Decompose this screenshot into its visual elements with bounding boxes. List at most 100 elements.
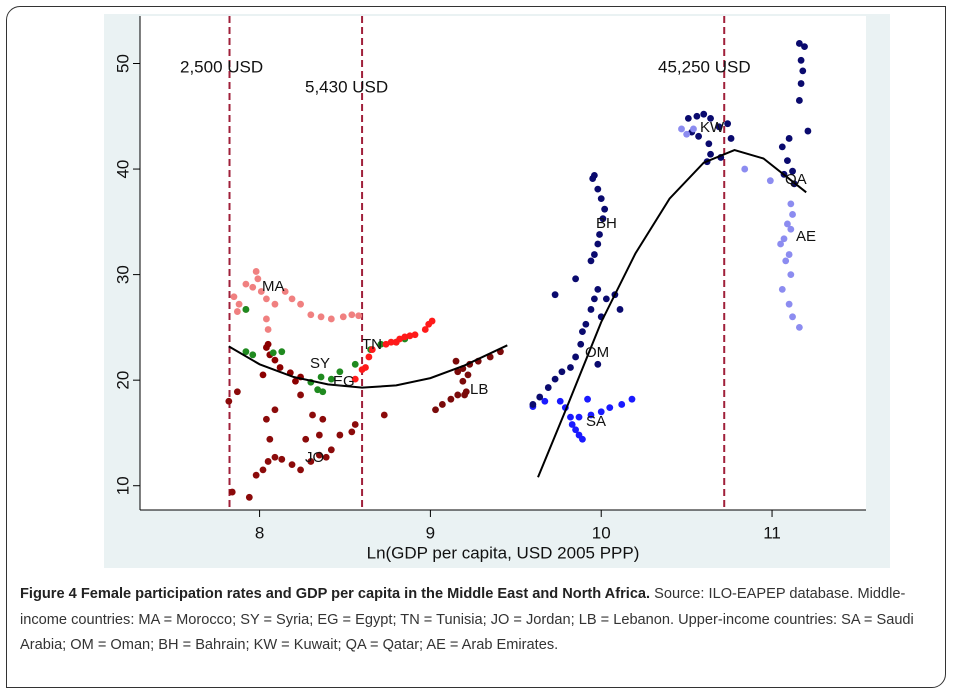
point bbox=[297, 466, 304, 474]
point bbox=[447, 395, 455, 403]
point bbox=[693, 112, 701, 120]
series-label: TN bbox=[362, 336, 382, 353]
point bbox=[606, 404, 614, 412]
point bbox=[690, 125, 697, 133]
point bbox=[616, 306, 624, 313]
x-tick-label: 10 bbox=[592, 523, 611, 542]
point bbox=[572, 426, 579, 434]
y-tick-label: 30 bbox=[113, 265, 132, 284]
point bbox=[597, 408, 605, 416]
point bbox=[406, 332, 414, 340]
point bbox=[582, 320, 590, 328]
point bbox=[599, 215, 607, 223]
point bbox=[278, 455, 286, 463]
point bbox=[804, 127, 812, 135]
series-label: AE bbox=[796, 228, 816, 245]
point bbox=[464, 371, 472, 379]
point bbox=[276, 364, 284, 371]
point bbox=[536, 393, 544, 401]
series-label: OM bbox=[585, 344, 609, 361]
point bbox=[587, 306, 595, 313]
point bbox=[319, 388, 327, 396]
point bbox=[411, 331, 419, 339]
point bbox=[777, 240, 784, 248]
point bbox=[278, 348, 286, 356]
point bbox=[249, 351, 257, 359]
point bbox=[271, 453, 279, 461]
point bbox=[551, 375, 559, 383]
y-tick-label: 40 bbox=[113, 160, 132, 179]
point bbox=[551, 291, 559, 299]
point bbox=[628, 395, 636, 403]
point bbox=[787, 271, 795, 279]
frame bbox=[6, 6, 946, 688]
point bbox=[242, 348, 250, 356]
point bbox=[380, 411, 388, 419]
point bbox=[309, 411, 316, 419]
point bbox=[263, 295, 270, 303]
y-tick-label: 50 bbox=[113, 54, 132, 73]
point bbox=[319, 415, 327, 423]
point bbox=[590, 251, 598, 258]
point bbox=[242, 306, 250, 313]
point bbox=[387, 338, 395, 346]
point bbox=[707, 150, 714, 158]
point bbox=[684, 114, 692, 122]
point bbox=[795, 40, 803, 47]
point bbox=[254, 275, 262, 283]
point bbox=[271, 406, 279, 414]
point bbox=[292, 377, 299, 385]
point bbox=[780, 235, 788, 243]
point bbox=[590, 295, 598, 303]
reference-label: 5,430 USD bbox=[305, 77, 388, 96]
point bbox=[778, 143, 786, 151]
point bbox=[351, 421, 359, 428]
point bbox=[271, 300, 279, 308]
point bbox=[297, 300, 304, 308]
point bbox=[797, 80, 805, 87]
point bbox=[421, 326, 429, 333]
point bbox=[597, 195, 605, 203]
point bbox=[288, 295, 296, 303]
point bbox=[339, 313, 347, 321]
point bbox=[315, 431, 323, 439]
point bbox=[249, 283, 257, 291]
point bbox=[461, 391, 468, 399]
point bbox=[438, 401, 446, 408]
point bbox=[789, 211, 796, 218]
point bbox=[789, 313, 796, 321]
point bbox=[336, 431, 344, 439]
point bbox=[252, 471, 260, 479]
point bbox=[567, 364, 574, 371]
point bbox=[797, 56, 805, 64]
point bbox=[596, 231, 603, 238]
point bbox=[529, 401, 537, 408]
point bbox=[327, 315, 335, 323]
point bbox=[281, 288, 289, 295]
plot-area bbox=[140, 16, 866, 510]
reference-label: 2,500 USD bbox=[180, 57, 263, 76]
point bbox=[602, 295, 610, 303]
point bbox=[368, 346, 376, 353]
point bbox=[795, 323, 803, 331]
point bbox=[322, 453, 330, 461]
caption-title: Figure 4 Female participation rates and … bbox=[20, 586, 651, 602]
point bbox=[271, 356, 279, 364]
point bbox=[789, 167, 796, 175]
point bbox=[799, 67, 807, 75]
point bbox=[348, 311, 356, 319]
point bbox=[396, 335, 404, 343]
point bbox=[724, 120, 732, 128]
point bbox=[778, 285, 786, 293]
point bbox=[269, 349, 277, 357]
point bbox=[432, 406, 439, 414]
point bbox=[572, 275, 579, 283]
point bbox=[259, 466, 267, 474]
point bbox=[307, 311, 315, 319]
point bbox=[225, 397, 233, 405]
point bbox=[618, 401, 626, 408]
point bbox=[558, 368, 566, 376]
point bbox=[242, 280, 250, 288]
series-label: LB bbox=[470, 381, 488, 398]
